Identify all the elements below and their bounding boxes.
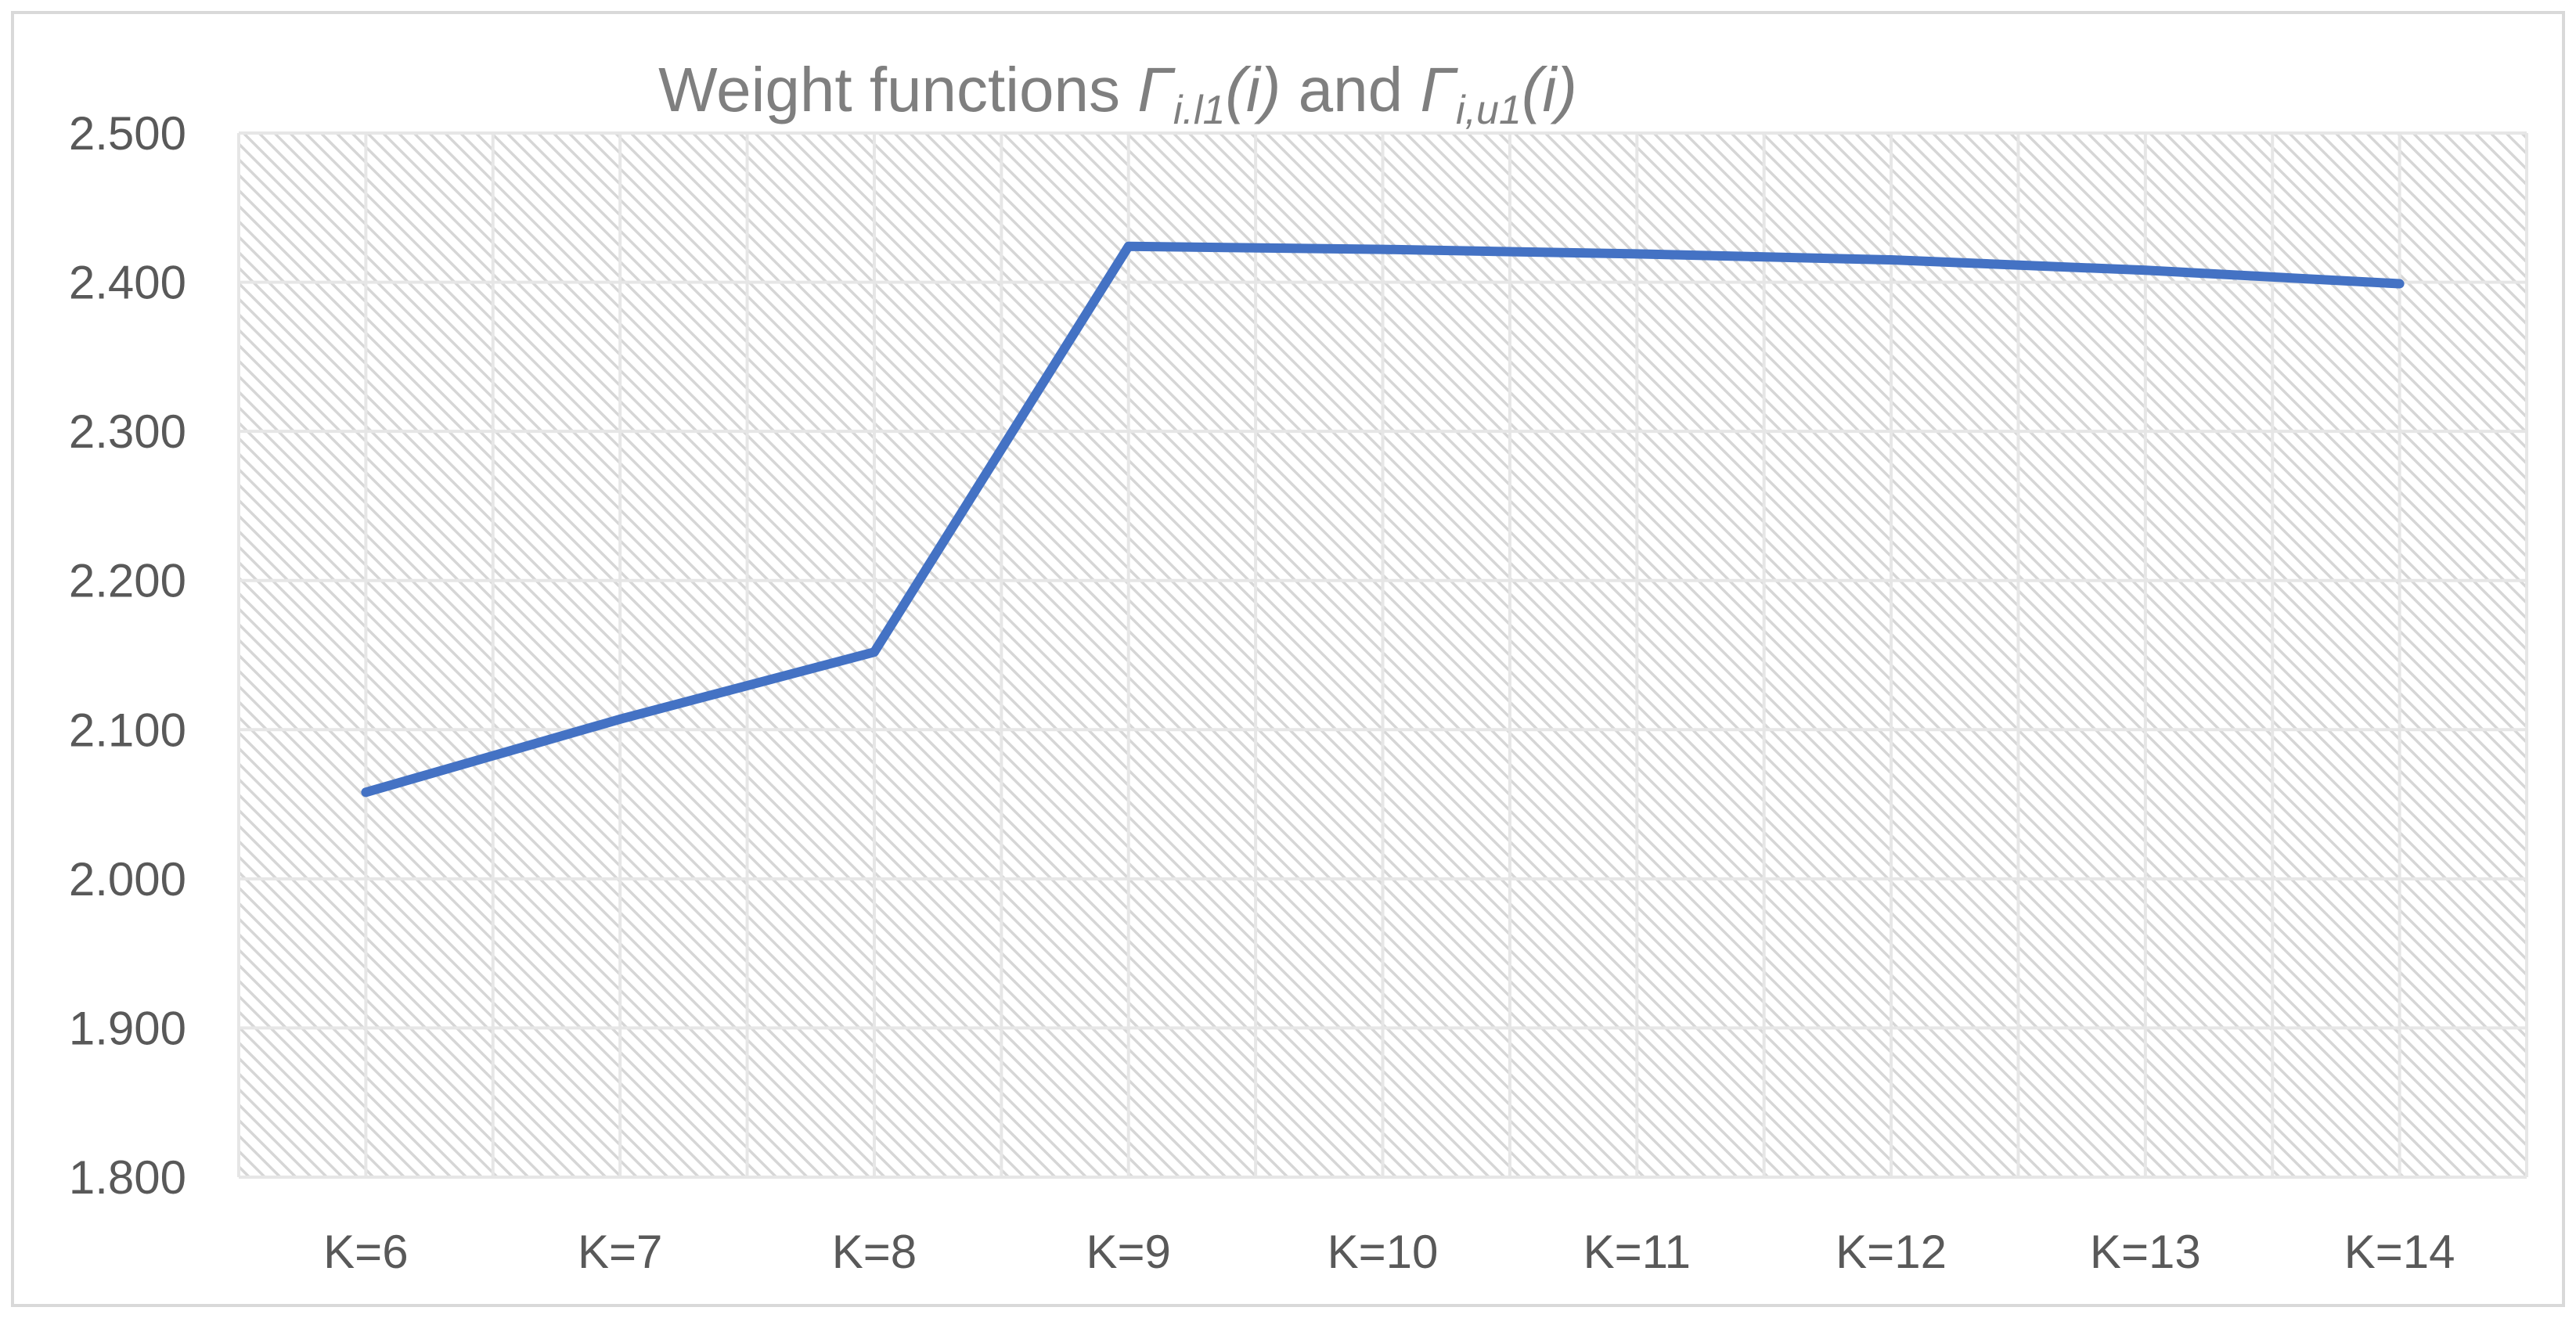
y-tick-label: 2.100 [69, 704, 186, 756]
y-tick-label: 2.300 [69, 405, 186, 458]
grid-layer [237, 131, 2528, 1179]
y-tick-label: 2.000 [69, 853, 186, 906]
x-tick-label: K=11 [1583, 1226, 1691, 1278]
title-gamma-2: Γ [1420, 55, 1458, 124]
series-layer [361, 241, 2405, 798]
x-tick-label: K=9 [1086, 1226, 1171, 1278]
x-tick-label: K=7 [578, 1226, 662, 1278]
y-axis-tick-labels: 1.800 1.900 2.000 2.100 2.200 2.300 2.400 2.500 [69, 107, 186, 1204]
y-tick-label: 2.500 [69, 107, 186, 160]
title-gamma-2-argument: (i) [1522, 55, 1577, 124]
x-tick-label: K=12 [1836, 1226, 1947, 1278]
title-joiner: and [1299, 55, 1403, 124]
title-gamma-1-subscript: i.l1 [1173, 88, 1225, 133]
x-axis-tick-labels: K=6 K=7 K=8 K=9 K=10 K=11 K=12 K=13 K=14 [323, 1226, 2455, 1278]
y-tick-label: 1.900 [69, 1002, 186, 1054]
title-gamma-1: Γ [1137, 55, 1176, 124]
title-gamma-2-subscript: i,u1 [1456, 88, 1522, 133]
x-tick-label: K=8 [832, 1226, 917, 1278]
y-tick-label: 2.400 [69, 257, 186, 309]
y-tick-label: 1.800 [69, 1151, 186, 1204]
title-gamma-1-argument: (i) [1225, 55, 1281, 124]
x-tick-label: K=10 [1328, 1226, 1439, 1278]
title-prefix: Weight functions [658, 55, 1120, 124]
x-tick-label: K=13 [2090, 1226, 2201, 1278]
y-tick-label: 2.200 [69, 555, 186, 607]
x-tick-label: K=6 [323, 1226, 408, 1278]
x-tick-label: K=14 [2344, 1226, 2455, 1278]
chart-title: Weight functions Γi.l1(i) and Γi,u1(i) [658, 55, 1577, 133]
